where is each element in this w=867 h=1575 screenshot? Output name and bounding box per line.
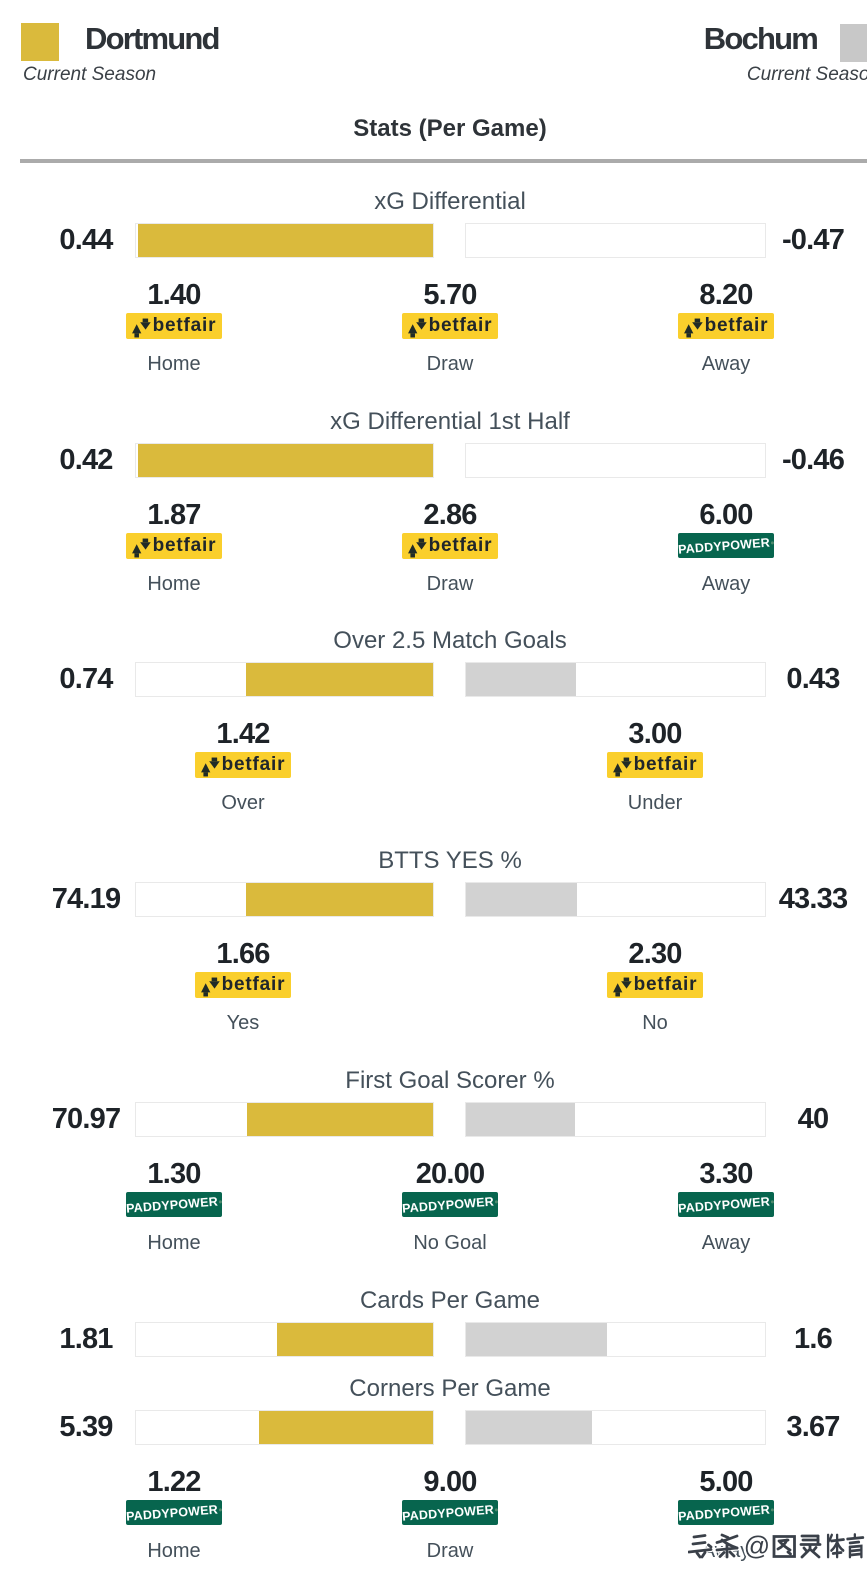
svg-text:@: @ bbox=[744, 1531, 770, 1561]
svg-text:@: @ bbox=[744, 1531, 770, 1561]
